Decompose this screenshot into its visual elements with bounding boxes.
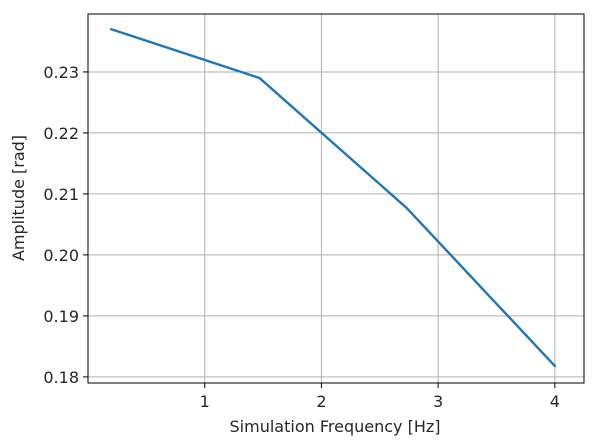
y-axis: 0.18 0.19 0.20 0.21 0.22 0.23 xyxy=(43,63,88,387)
x-tick-label: 1 xyxy=(200,392,210,411)
y-tick-label: 0.22 xyxy=(43,124,79,143)
y-tick-label: 0.19 xyxy=(43,307,79,326)
plot-frame xyxy=(87,13,585,384)
x-tick-label: 3 xyxy=(433,392,443,411)
grid xyxy=(88,14,584,383)
plot-background xyxy=(88,14,584,383)
series-line-0 xyxy=(109,27,557,368)
y-tick-label: 0.21 xyxy=(43,185,79,204)
x-tick-label: 4 xyxy=(550,392,560,411)
y-tick-label: 0.18 xyxy=(43,368,79,387)
x-tick-label: 2 xyxy=(316,392,326,411)
y-tick-label: 0.20 xyxy=(43,246,79,265)
x-axis: 1 2 3 4 xyxy=(200,383,560,411)
y-axis-label: Amplitude [rad] xyxy=(9,135,28,261)
x-axis-label: Simulation Frequency [Hz] xyxy=(230,417,441,436)
series-layer xyxy=(109,27,557,368)
y-tick-label: 0.23 xyxy=(43,63,79,82)
